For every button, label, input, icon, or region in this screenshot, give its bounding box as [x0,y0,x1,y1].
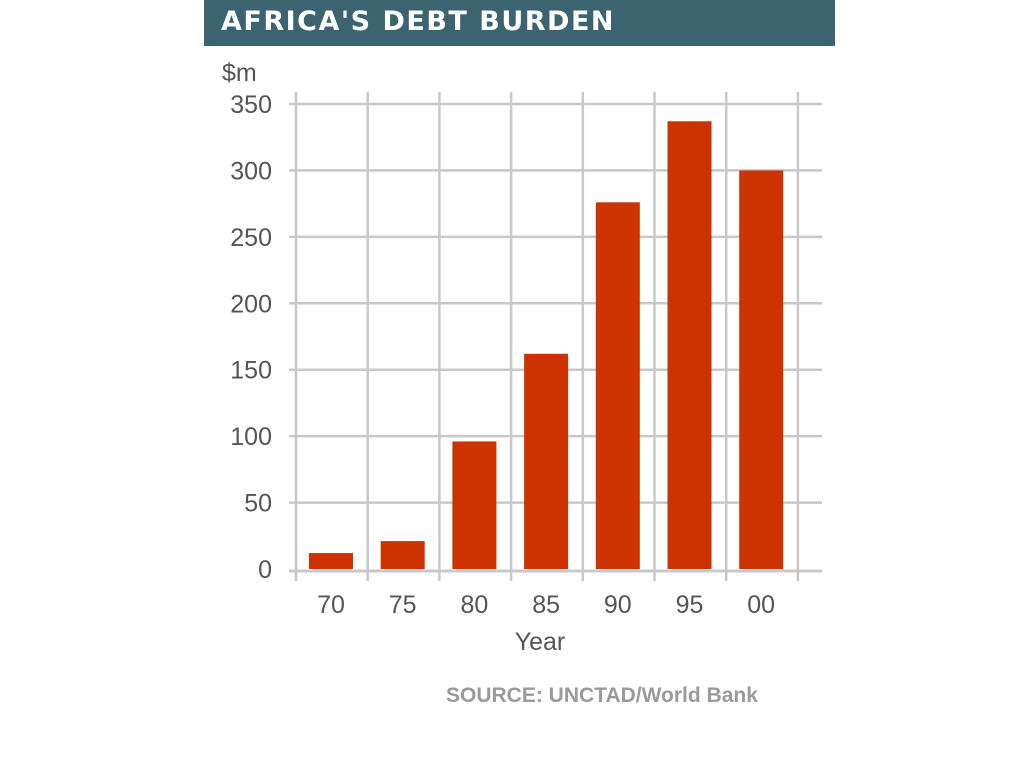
x-tick-label: 80 [460,591,488,619]
bar [667,121,712,570]
y-tick-label: 300 [230,157,272,185]
bar [524,353,569,569]
y-tick-label: 150 [230,357,272,385]
y-tick-label: 100 [230,423,272,451]
y-tick-label: 200 [230,290,272,318]
bars [309,121,784,570]
x-tick-label: 75 [389,591,417,619]
y-tick-label: 350 [230,91,272,119]
x-axis-label: Year [515,628,566,656]
y-tick-label: 50 [244,490,272,518]
y-tick-label: 0 [258,556,272,584]
bar [452,441,497,569]
x-tick-label: 90 [604,591,632,619]
bar [309,553,353,569]
grid-lines [289,92,822,581]
bar [739,170,784,569]
x-tick-label: 70 [317,591,345,619]
chart-title-bar: AFRICA'S DEBT BURDEN [204,0,835,46]
bar [380,541,425,569]
x-tick-label: 85 [532,591,560,619]
chart-title: AFRICA'S DEBT BURDEN [221,6,615,37]
source-note: SOURCE: UNCTAD/World Bank [446,684,758,707]
axes: 0 50 100 150 200 250 300 350 70 75 80 85 90 95 00 [230,91,822,619]
y-unit-label: $m [222,59,257,87]
y-tick-label: 250 [230,224,272,252]
x-tick-label: 95 [676,591,704,619]
x-tick-label: 00 [747,591,775,619]
bar [595,202,640,570]
